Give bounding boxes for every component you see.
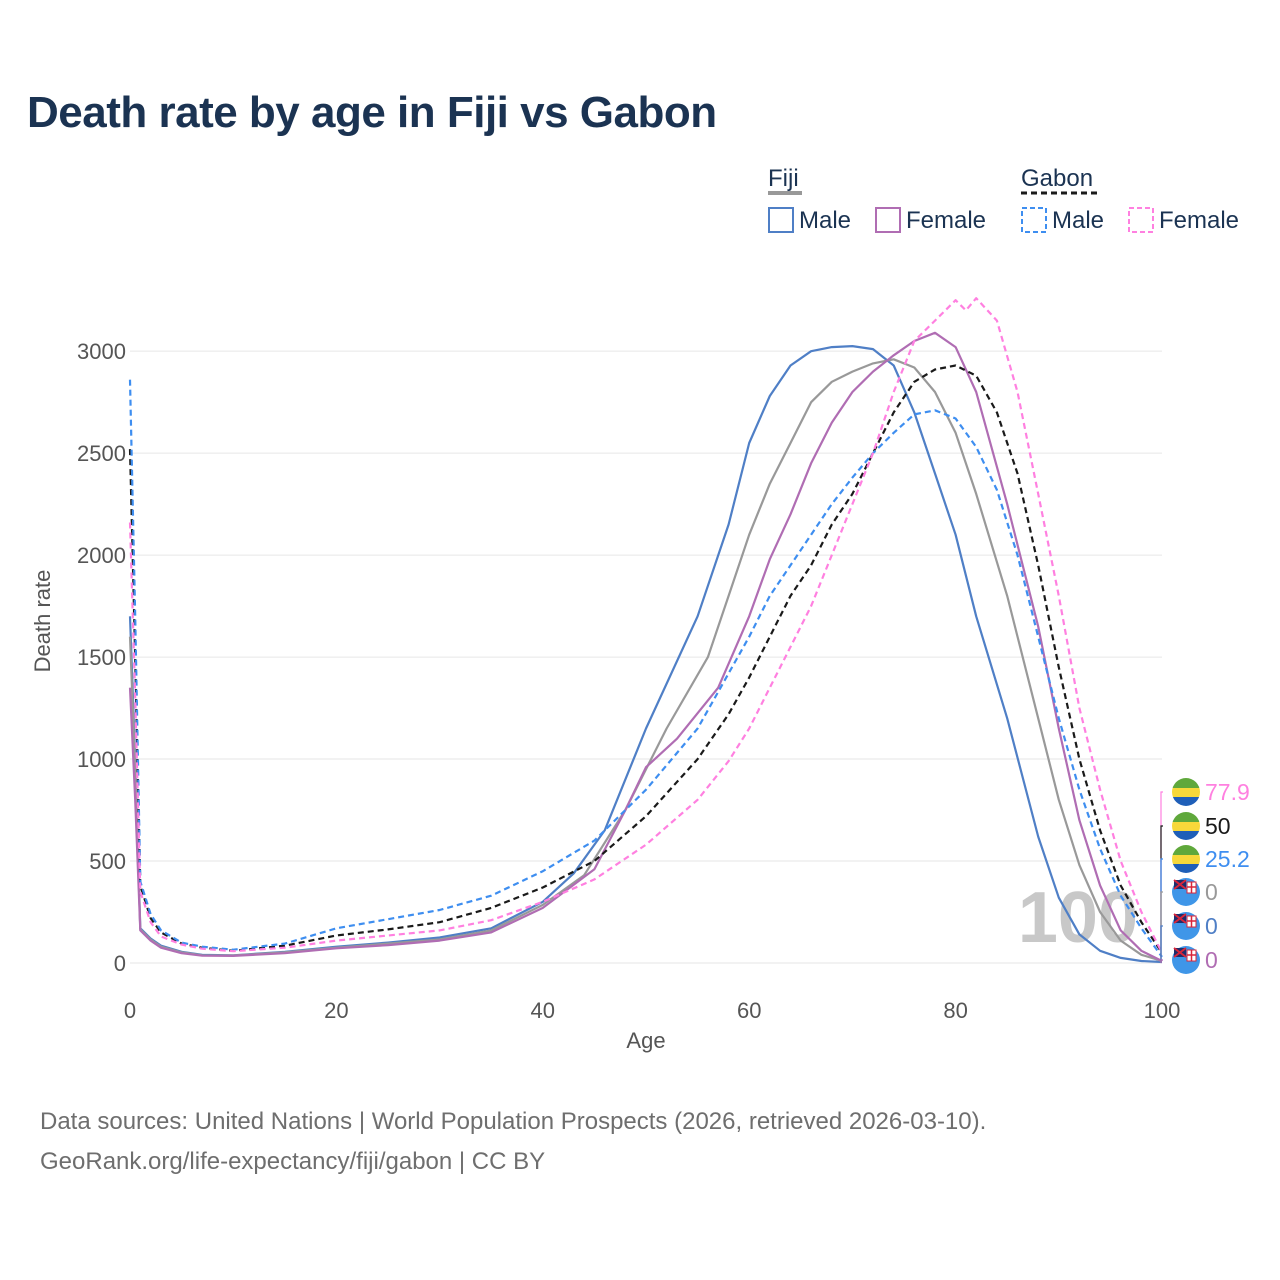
x-tick-label: 40 [531,998,555,1023]
y-tick-label: 2000 [77,543,126,568]
y-tick-label: 3000 [77,339,126,364]
legend-group-fiji: Fiji [768,165,799,192]
y-tick-label: 0 [114,951,126,976]
end-label-value: 0 [1205,913,1218,939]
chart: Fiji Gabon Male Female Male Female 05001… [30,165,1250,1053]
legend-group-gabon: Gabon [1021,165,1093,192]
legend-swatch-gabon-female[interactable] [1128,207,1154,233]
legend-label-fiji-male[interactable]: Male [799,207,851,234]
legend-label-fiji-female[interactable]: Female [906,207,986,234]
x-tick-label: 100 [1144,998,1181,1023]
series-line-fiji-male[interactable] [128,345,1163,964]
fiji-flag-icon [1172,946,1200,974]
legend-swatch-gabon-male[interactable] [1021,207,1047,233]
chart-title: Death rate by age in Fiji vs Gabon [27,88,717,137]
series-line-fiji-total[interactable] [128,358,1163,963]
end-label-connector [1160,959,1163,963]
end-labels: 77.9 50 25.2 0 0 0 [1160,778,1250,974]
legend-swatch-fiji-female[interactable] [875,207,901,233]
series-line-gabon-male[interactable] [128,379,1163,958]
gabon-flag-icon [1172,812,1200,840]
source-note: Data sources: United Nations | World Pop… [40,1108,987,1135]
x-tick-label: 60 [737,998,761,1023]
x-tick-label: 20 [324,998,348,1023]
series-line-fiji-female[interactable] [128,331,1163,962]
fiji-flag-icon [1172,878,1200,906]
legend: Fiji Gabon Male Female Male Female [768,165,1239,234]
year-watermark: 100 [1018,878,1138,958]
x-tick-label: 0 [124,998,136,1023]
legend-label-gabon-female[interactable]: Female [1159,207,1239,234]
source-link[interactable]: GeoRank.org/life-expectancy/fiji/gabon |… [40,1148,546,1175]
fiji-flag-icon [1172,912,1200,940]
y-tick-label: 1500 [77,645,126,670]
y-tick-label: 1000 [77,747,126,772]
series-line-gabon-female[interactable] [128,297,1163,954]
y-tick-label: 2500 [77,441,126,466]
gabon-flag-icon [1172,778,1200,806]
x-axis-label: Age [626,1028,665,1053]
end-label-value: 0 [1205,947,1218,973]
y-axis-label: Death rate [30,570,55,673]
y-axis-ticks: 0 500 1000 1500 2000 2500 3000 [77,339,126,976]
legend-swatch-fiji-male[interactable] [768,207,794,233]
x-axis-ticks: 0 20 40 60 80 100 [124,998,1180,1023]
end-label-value: 50 [1205,813,1231,839]
series-lines [128,297,1163,964]
x-tick-label: 80 [943,998,967,1023]
end-label-value: 25.2 [1205,846,1250,872]
end-label-value: 77.9 [1205,779,1250,805]
legend-label-gabon-male[interactable]: Male [1052,207,1104,234]
gabon-flag-icon [1172,845,1200,873]
end-label-value: 0 [1205,879,1218,905]
end-label-connector [1160,925,1163,963]
y-tick-label: 500 [89,849,126,874]
gridlines [130,350,1162,964]
